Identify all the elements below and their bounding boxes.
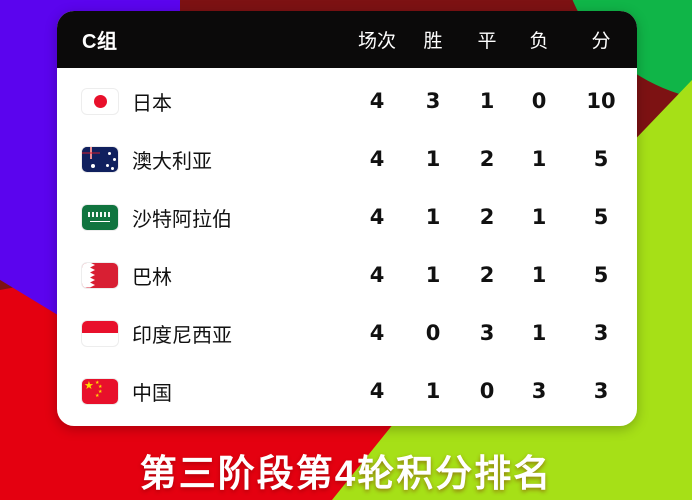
column-header-loss: 负 (529, 31, 549, 52)
bahrain-flag-icon (82, 262, 118, 288)
stat-draw: 2 (479, 205, 495, 229)
team-stats: 4 1 2 1 5 (349, 147, 637, 171)
column-header-row: 场次 胜 平 负 分 (349, 26, 637, 53)
column-header-win: 胜 (423, 31, 443, 52)
indonesia-flag-icon (82, 320, 118, 346)
stat-win: 1 (425, 205, 441, 229)
column-header-draw: 平 (477, 31, 497, 52)
stat-played: 4 (369, 321, 385, 345)
stat-loss: 1 (531, 263, 547, 287)
stat-draw: 3 (479, 321, 495, 345)
sword-emblem (90, 220, 110, 222)
standings-card-header: C组 场次 胜 平 负 分 (57, 11, 637, 68)
commonwealth-star (91, 163, 95, 168)
caption-title: 第三阶段第4轮积分排名 (139, 453, 553, 494)
column-header-played: 场次 (357, 31, 396, 52)
stat-win: 0 (425, 321, 441, 345)
shahada-script (88, 211, 112, 217)
stat-points: 3 (593, 321, 609, 345)
standings-card: C组 场次 胜 平 负 分 日本 4 3 1 0 10 (57, 11, 637, 426)
team-name: 印度尼西亚 (132, 324, 232, 347)
small-star: ★ (95, 379, 100, 386)
stat-points: 3 (593, 379, 609, 403)
team-stats: 4 1 2 1 5 (349, 205, 637, 229)
stat-played: 4 (369, 263, 385, 287)
red-band (82, 320, 118, 333)
stat-points: 5 (593, 147, 609, 171)
southern-cross-star (113, 157, 116, 161)
stat-played: 4 (369, 89, 385, 113)
stat-draw: 1 (479, 89, 495, 113)
stat-win: 1 (425, 379, 441, 403)
team-name: 沙特阿拉伯 (132, 208, 232, 231)
team-name: 中国 (132, 382, 172, 405)
table-row: 印度尼西亚 4 0 3 1 3 (57, 304, 637, 362)
team-name: 澳大利亚 (132, 150, 212, 173)
team-stats: 4 3 1 0 10 (349, 89, 637, 113)
small-star: ★ (98, 383, 103, 390)
stat-points: 5 (593, 263, 609, 287)
standings-table-body: 日本 4 3 1 0 10 澳大利亚 (57, 68, 637, 426)
stat-win: 3 (425, 89, 441, 113)
team-stats: 4 1 0 3 3 (349, 379, 637, 403)
team-stats: 4 1 2 1 5 (349, 263, 637, 287)
stat-draw: 2 (479, 263, 495, 287)
stat-draw: 0 (479, 379, 495, 403)
table-row: 沙特阿拉伯 4 1 2 1 5 (57, 188, 637, 246)
stat-loss: 0 (531, 89, 547, 113)
stat-points: 10 (586, 89, 616, 113)
large-star: ★ (84, 379, 94, 392)
southern-cross-star (106, 163, 109, 167)
team-name: 巴林 (132, 266, 172, 289)
stat-played: 4 (369, 147, 385, 171)
stat-loss: 1 (531, 205, 547, 229)
stat-loss: 3 (531, 379, 547, 403)
stat-points: 5 (593, 205, 609, 229)
stat-draw: 2 (479, 147, 495, 171)
stat-played: 4 (369, 379, 385, 403)
stat-loss: 1 (531, 321, 547, 345)
small-star: ★ (95, 392, 100, 399)
small-star: ★ (98, 388, 103, 395)
table-row: 日本 4 3 1 0 10 (57, 72, 637, 130)
stat-played: 4 (369, 205, 385, 229)
australia-flag-icon (82, 146, 118, 172)
white-serrated-band (82, 262, 95, 288)
group-title: C组 (82, 31, 118, 53)
japan-flag-icon (82, 88, 118, 114)
union-jack-canton (82, 146, 100, 159)
team-stats: 4 0 3 1 3 (349, 321, 637, 345)
team-name: 日本 (132, 92, 172, 115)
column-header-points: 分 (591, 31, 611, 52)
stat-win: 1 (425, 147, 441, 171)
table-row: 澳大利亚 4 1 2 1 5 (57, 130, 637, 188)
table-row: ★ ★ ★ ★ ★ 中国 4 1 0 3 3 (57, 362, 637, 420)
stat-loss: 1 (531, 147, 547, 171)
stat-win: 1 (425, 263, 441, 287)
saudi-arabia-flag-icon (82, 204, 118, 230)
southern-cross-star (111, 166, 114, 170)
southern-cross-star (108, 151, 111, 155)
table-row: 巴林 4 1 2 1 5 (57, 246, 637, 304)
china-flag-icon: ★ ★ ★ ★ ★ (82, 378, 118, 404)
